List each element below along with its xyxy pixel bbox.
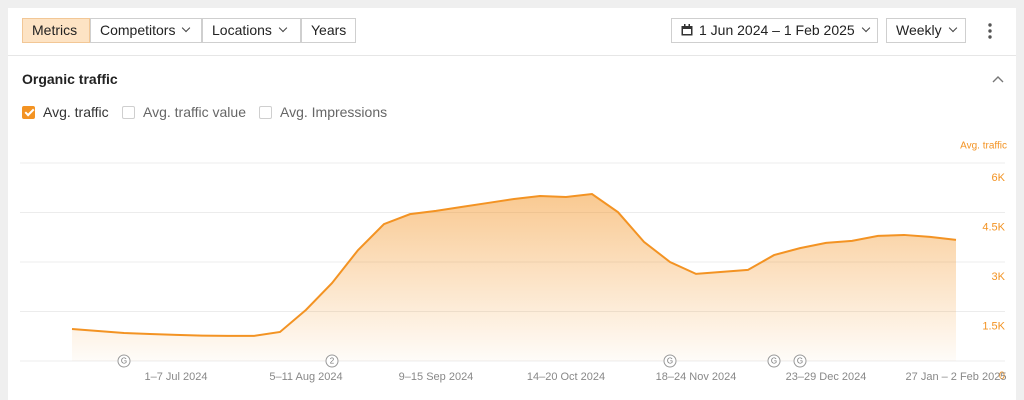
collapse-icon[interactable]	[992, 75, 1004, 83]
calendar-icon	[681, 24, 693, 36]
annotation-label: 2	[330, 357, 335, 366]
x-tick-label: 23–29 Dec 2024	[786, 371, 867, 383]
tab-label: Competitors	[100, 22, 176, 38]
annotation-label: G	[667, 357, 673, 366]
date-picker[interactable]: 1 Jun 2024 – 1 Feb 2025	[671, 18, 878, 43]
tab[interactable]: Locations	[202, 18, 301, 43]
annotation-label: G	[121, 357, 127, 366]
tab[interactable]: Metrics	[22, 18, 90, 43]
annotation-marker	[325, 354, 339, 368]
y-tick-label: 4.5K	[982, 221, 1005, 233]
panel: Metrics Competitors Locations Years 1 Ju…	[8, 8, 1016, 400]
x-tick-label: 1–7 Jul 2024	[145, 371, 208, 383]
annotation-label: G	[771, 357, 777, 366]
x-tick-label: 14–20 Oct 2024	[527, 371, 605, 383]
x-tick-label: 9–15 Sep 2024	[399, 371, 474, 383]
annotation-marker	[767, 354, 781, 368]
checkbox[interactable]	[122, 105, 135, 119]
checkbox[interactable]	[259, 105, 272, 119]
tab-label: Metrics	[32, 22, 78, 38]
chart: Avg. traffic 0 1.5K 3K 4.5K 6K 1–7 Jul 2024 5–1…	[20, 141, 1007, 383]
x-tick-label: 27 Jan – 2 Feb 2025	[906, 371, 1007, 383]
metric-toggle[interactable]: Avg. traffic	[22, 104, 109, 120]
y-tick-label: 0	[999, 370, 1005, 382]
y-tick-label: 3K	[992, 271, 1006, 283]
divider	[8, 55, 1016, 56]
line	[71, 192, 957, 337]
checkbox[interactable]	[22, 105, 35, 119]
y-tick-label: 1.5K	[982, 320, 1005, 332]
tab-label: Years	[311, 22, 347, 38]
metric-toggle[interactable]: Avg. Impressions	[259, 104, 387, 120]
interval-select[interactable]: Weekly	[886, 18, 966, 43]
metric-label: Avg. Impressions	[280, 104, 388, 120]
y-axis-label: Avg. traffic	[960, 141, 1007, 152]
x-tick-label: 18–24 Nov 2024	[656, 371, 737, 383]
annotation-marker	[793, 354, 807, 368]
metric-label: Avg. traffic value	[143, 104, 246, 120]
tab[interactable]: Competitors	[90, 18, 202, 43]
metric-toggle[interactable]: Avg. traffic value	[122, 104, 246, 120]
tab[interactable]: Years	[301, 18, 356, 43]
date-range: 1 Jun 2024 – 1 Feb 2025	[699, 22, 855, 38]
section-title: Organic traffic	[22, 71, 118, 87]
annotation-marker	[117, 354, 131, 368]
tab-label: Locations	[212, 22, 272, 38]
metric-label: Avg. traffic	[43, 104, 109, 120]
interval: Weekly	[896, 22, 942, 38]
annotation-marker	[663, 354, 677, 368]
more-menu[interactable]	[986, 22, 994, 40]
annotation-label: G	[797, 357, 803, 366]
x-tick-label: 5–11 Aug 2024	[269, 371, 342, 383]
y-tick-label: 6K	[992, 172, 1006, 184]
area	[72, 194, 956, 361]
